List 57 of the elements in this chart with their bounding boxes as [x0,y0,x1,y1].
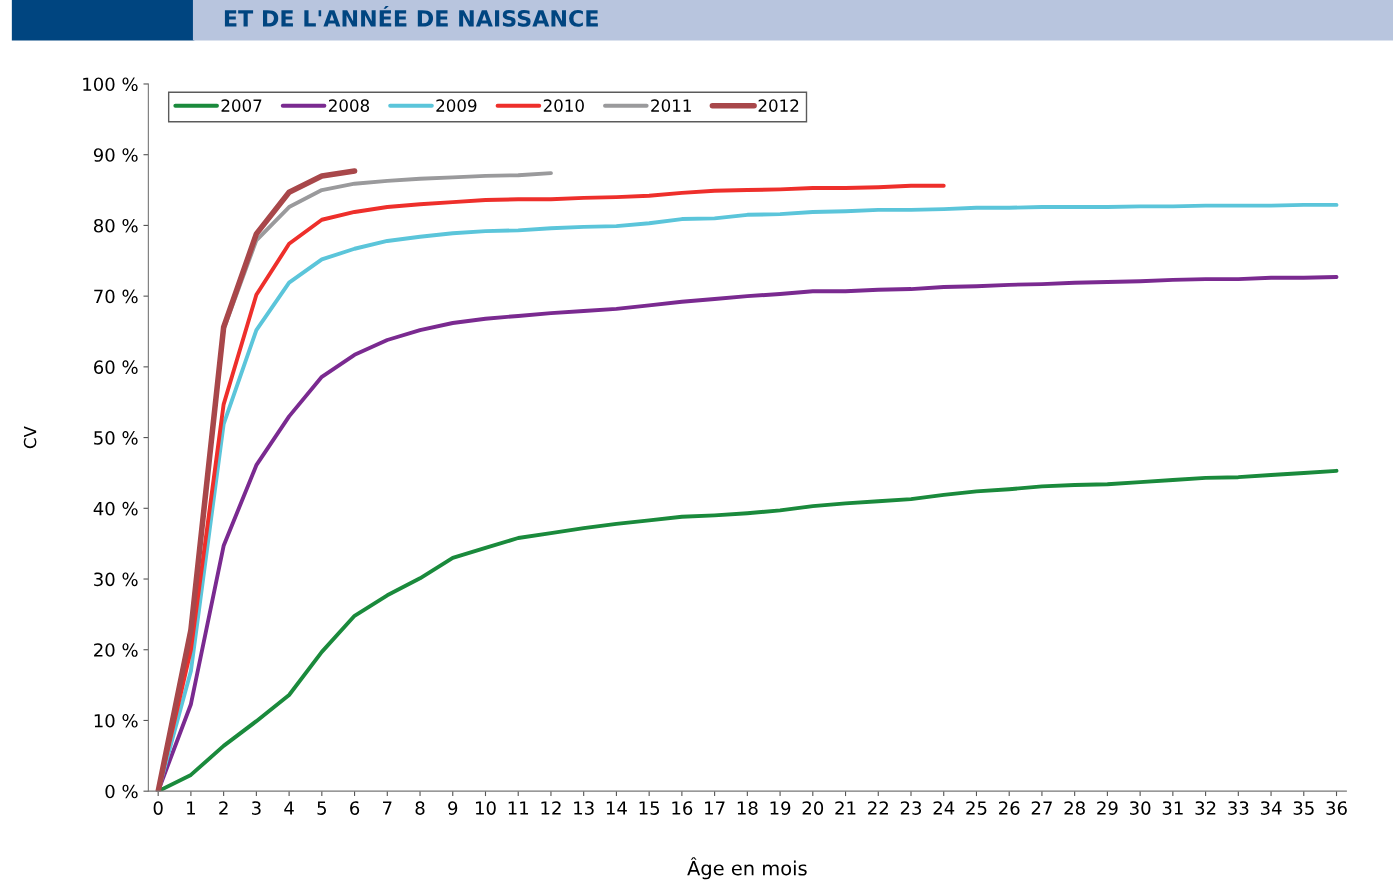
x-tick-label: 1 [187,801,195,815]
legend-label: 2012 [758,99,799,112]
y-tick-label: 10 % [94,713,138,728]
x-tick-label: 34 [1260,801,1282,815]
x-tick-label: 14 [606,801,627,815]
x-tick-label: 21 [835,801,856,815]
y-tick-label: 20 % [94,643,138,657]
x-tick-label: 4 [284,801,294,815]
x-tick-label: 5 [317,801,326,815]
x-tick-label: 17 [705,801,725,815]
x-tick-label: 0 [153,801,163,815]
y-tick-label: 0 % [105,784,138,799]
legend-label: 2011 [651,99,691,112]
x-tick-label: 33 [1228,801,1249,815]
x-tick-label: 20 [802,801,824,815]
x-tick-label: 9 [448,801,458,815]
y-tick-label: 100 % [83,77,138,92]
y-tick-label: 60 % [94,360,138,374]
x-tick-label: 13 [574,801,594,815]
x-tick-label: 19 [770,801,791,815]
y-axis-title: CV [23,426,37,449]
y-tick-label: 40 % [93,501,138,516]
legend-label: 2007 [221,99,262,112]
x-tick-label: 28 [1064,801,1085,815]
x-tick-label: 12 [541,801,561,815]
x-tick-label: 18 [737,801,758,815]
x-tick-label: 23 [900,801,922,815]
x-tick-label: 6 [350,801,360,815]
x-tick-label: 36 [1326,801,1347,815]
x-tick-label: 10 [475,801,496,815]
legend-label: 2010 [543,99,584,112]
x-tick-label: 8 [415,801,425,815]
x-tick-label: 31 [1162,801,1183,815]
y-tick-label: 50 % [94,431,138,445]
x-tick-label: 27 [1031,801,1052,815]
legend-label: 2008 [328,99,370,112]
x-tick-label: 22 [868,801,888,815]
chart-title: ET DE L'ANNÉE DE NAISSANCE [224,5,598,27]
x-tick-label: 3 [252,801,261,815]
x-tick-label: 15 [639,801,660,815]
x-axis-title: Âge en mois [687,857,807,880]
y-tick-label: 30 % [94,572,138,587]
x-tick-label: 2 [219,801,228,815]
y-tick-label: 90 % [93,148,138,162]
x-tick-label: 7 [383,801,392,815]
x-tick-label: 11 [508,801,529,815]
x-tick-label: 26 [999,801,1020,815]
x-tick-label: 29 [1097,801,1118,815]
x-tick-label: 30 [1130,801,1151,815]
x-tick-label: 16 [672,801,693,815]
legend-label: 2009 [436,99,477,112]
x-tick-label: 35 [1293,801,1314,815]
x-tick-label: 24 [933,801,955,815]
y-tick-label: 80 % [93,218,138,233]
x-tick-label: 32 [1195,801,1216,815]
x-tick-label: 25 [966,801,987,815]
y-tick-label: 70 % [94,289,138,304]
